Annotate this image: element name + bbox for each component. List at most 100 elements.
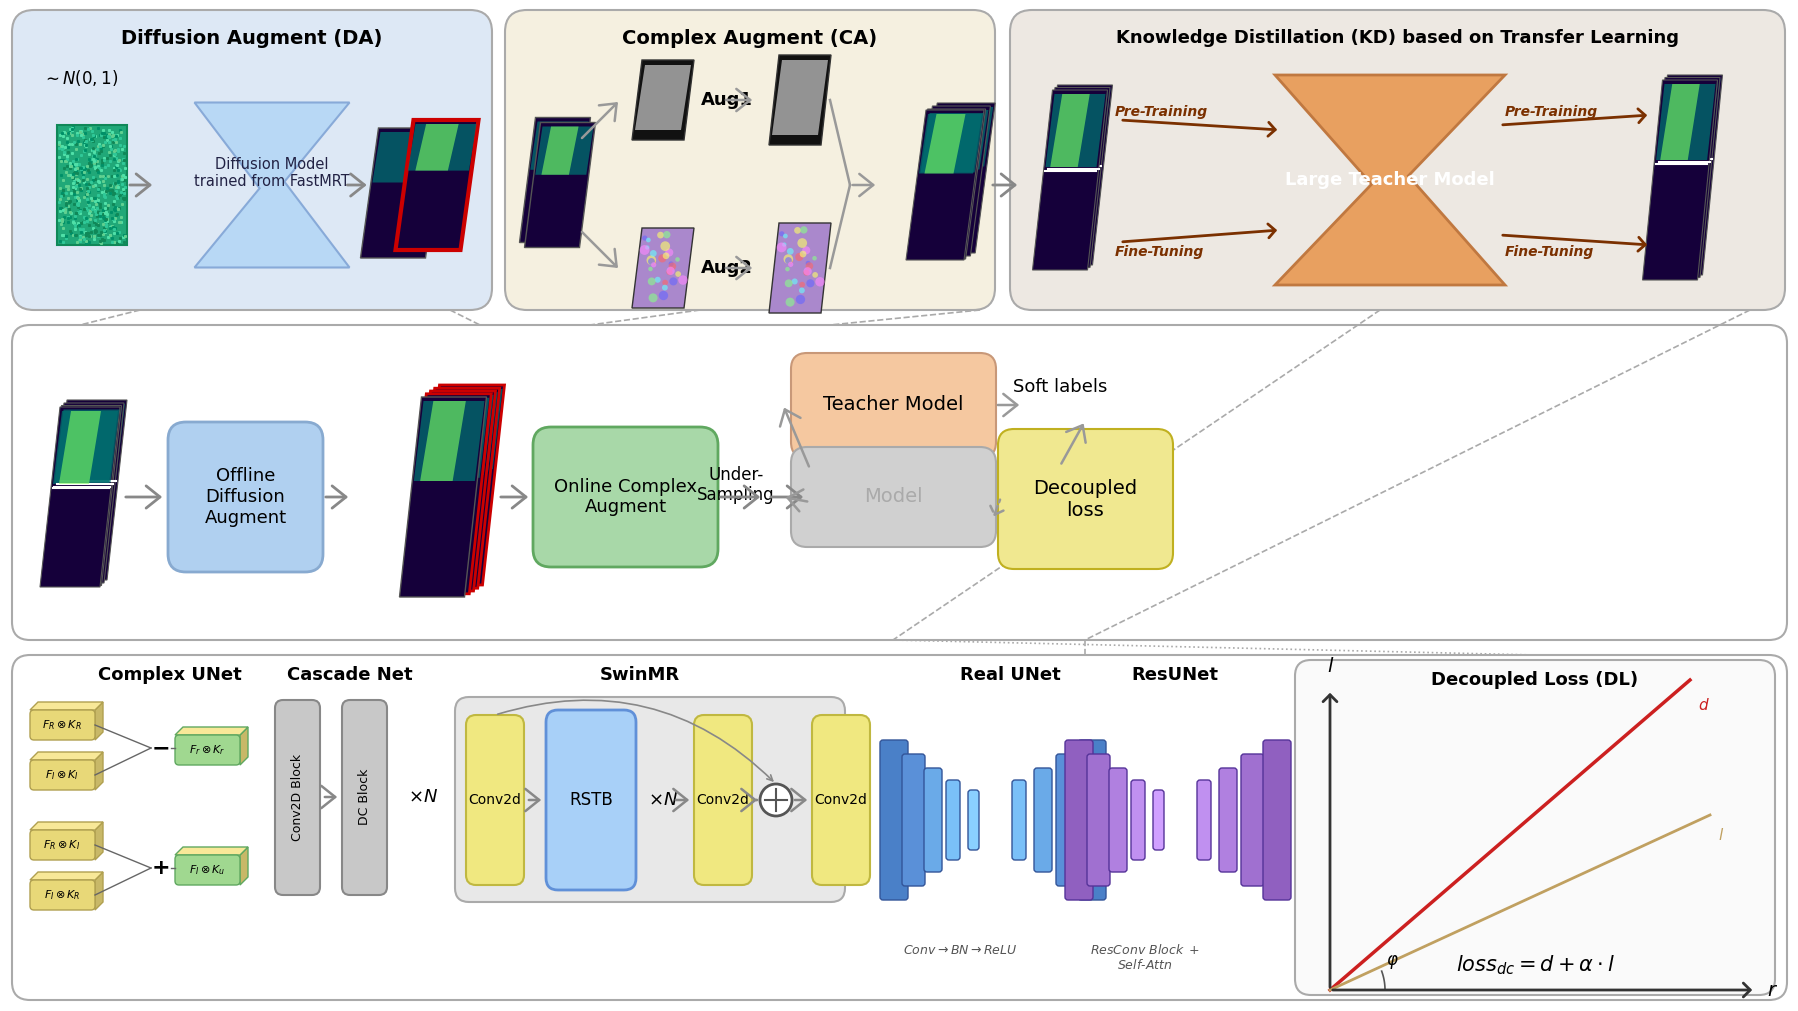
Circle shape xyxy=(806,262,813,270)
Text: Conv2d: Conv2d xyxy=(467,793,521,807)
Polygon shape xyxy=(59,404,124,477)
Circle shape xyxy=(647,267,653,271)
Circle shape xyxy=(665,249,672,257)
FancyBboxPatch shape xyxy=(466,715,523,885)
Polygon shape xyxy=(912,106,991,256)
Circle shape xyxy=(665,269,672,275)
Circle shape xyxy=(804,270,809,276)
Text: Online Complex
Augment: Online Complex Augment xyxy=(554,477,696,517)
Polygon shape xyxy=(31,702,102,710)
Text: $\times N$: $\times N$ xyxy=(647,791,678,809)
Text: ResUNet: ResUNet xyxy=(1131,666,1217,684)
Circle shape xyxy=(669,277,678,285)
Circle shape xyxy=(649,250,656,257)
FancyBboxPatch shape xyxy=(1262,740,1291,900)
Polygon shape xyxy=(924,114,966,174)
Circle shape xyxy=(802,247,809,255)
Polygon shape xyxy=(423,395,493,475)
Text: Model: Model xyxy=(863,487,922,507)
FancyBboxPatch shape xyxy=(455,697,845,902)
Polygon shape xyxy=(768,223,831,313)
Polygon shape xyxy=(174,847,248,855)
Polygon shape xyxy=(520,117,590,243)
FancyBboxPatch shape xyxy=(31,710,95,740)
Polygon shape xyxy=(408,124,476,171)
Polygon shape xyxy=(52,411,119,484)
Text: Diffusion Model
trained from FastMRT: Diffusion Model trained from FastMRT xyxy=(194,157,349,189)
Polygon shape xyxy=(396,120,478,250)
FancyBboxPatch shape xyxy=(31,880,95,910)
Polygon shape xyxy=(631,60,694,140)
Circle shape xyxy=(665,267,674,275)
Text: Pre-Training: Pre-Training xyxy=(1115,105,1208,119)
Text: SwinMR: SwinMR xyxy=(599,666,680,684)
Polygon shape xyxy=(1656,84,1715,160)
Text: $F_I\otimes K_I$: $F_I\otimes K_I$ xyxy=(45,768,79,782)
Polygon shape xyxy=(631,228,694,308)
Polygon shape xyxy=(58,407,122,480)
Text: Conv2D Block: Conv2D Block xyxy=(291,753,304,840)
FancyBboxPatch shape xyxy=(174,735,239,765)
FancyBboxPatch shape xyxy=(1241,754,1264,886)
Circle shape xyxy=(795,295,806,304)
Polygon shape xyxy=(906,110,984,260)
FancyBboxPatch shape xyxy=(1012,780,1025,860)
Circle shape xyxy=(759,784,791,816)
Circle shape xyxy=(674,257,680,262)
Polygon shape xyxy=(919,114,982,174)
Polygon shape xyxy=(1660,84,1699,160)
Circle shape xyxy=(786,259,793,264)
Polygon shape xyxy=(1048,92,1108,165)
FancyBboxPatch shape xyxy=(1055,754,1079,886)
Text: $ResConv\ Block\ +$: $ResConv\ Block\ +$ xyxy=(1090,943,1199,957)
Circle shape xyxy=(649,259,656,265)
Polygon shape xyxy=(408,391,494,591)
Polygon shape xyxy=(1050,89,1109,162)
Polygon shape xyxy=(239,847,248,885)
Text: RSTB: RSTB xyxy=(568,791,613,809)
Circle shape xyxy=(660,242,669,251)
Circle shape xyxy=(674,271,681,277)
Circle shape xyxy=(814,277,823,286)
FancyBboxPatch shape xyxy=(1077,740,1106,900)
FancyBboxPatch shape xyxy=(1131,780,1144,860)
Text: Sampling: Sampling xyxy=(698,486,775,504)
Text: r: r xyxy=(1766,981,1775,1000)
Polygon shape xyxy=(917,103,994,253)
Circle shape xyxy=(800,226,807,234)
FancyBboxPatch shape xyxy=(31,760,95,790)
Text: DC Block: DC Block xyxy=(358,768,372,825)
Circle shape xyxy=(782,243,786,247)
Circle shape xyxy=(649,293,658,302)
Polygon shape xyxy=(1275,75,1505,285)
Circle shape xyxy=(784,279,793,287)
Text: Decoupled
loss: Decoupled loss xyxy=(1032,478,1136,520)
Text: $F_R\otimes K_R$: $F_R\otimes K_R$ xyxy=(41,718,83,732)
Circle shape xyxy=(791,278,797,284)
Circle shape xyxy=(800,251,806,258)
Polygon shape xyxy=(58,125,128,245)
Polygon shape xyxy=(1660,79,1719,155)
Circle shape xyxy=(654,277,660,283)
FancyBboxPatch shape xyxy=(547,710,636,890)
Polygon shape xyxy=(41,405,122,585)
Polygon shape xyxy=(360,128,444,258)
Circle shape xyxy=(647,258,654,265)
Circle shape xyxy=(782,234,788,239)
Circle shape xyxy=(645,238,651,243)
Text: Real UNet: Real UNet xyxy=(958,666,1059,684)
Circle shape xyxy=(658,254,665,263)
Polygon shape xyxy=(95,822,102,860)
Polygon shape xyxy=(1643,78,1719,277)
Text: l: l xyxy=(1327,657,1332,676)
Polygon shape xyxy=(635,65,690,130)
Text: Complex Augment (CA): Complex Augment (CA) xyxy=(622,28,877,48)
FancyBboxPatch shape xyxy=(1034,768,1052,872)
Polygon shape xyxy=(1647,75,1721,275)
Text: $F_I\otimes K_u$: $F_I\otimes K_u$ xyxy=(189,863,225,877)
Circle shape xyxy=(662,285,667,290)
Polygon shape xyxy=(415,124,458,171)
Text: Conv2d: Conv2d xyxy=(814,793,867,807)
Polygon shape xyxy=(1045,94,1106,167)
Polygon shape xyxy=(405,394,491,593)
